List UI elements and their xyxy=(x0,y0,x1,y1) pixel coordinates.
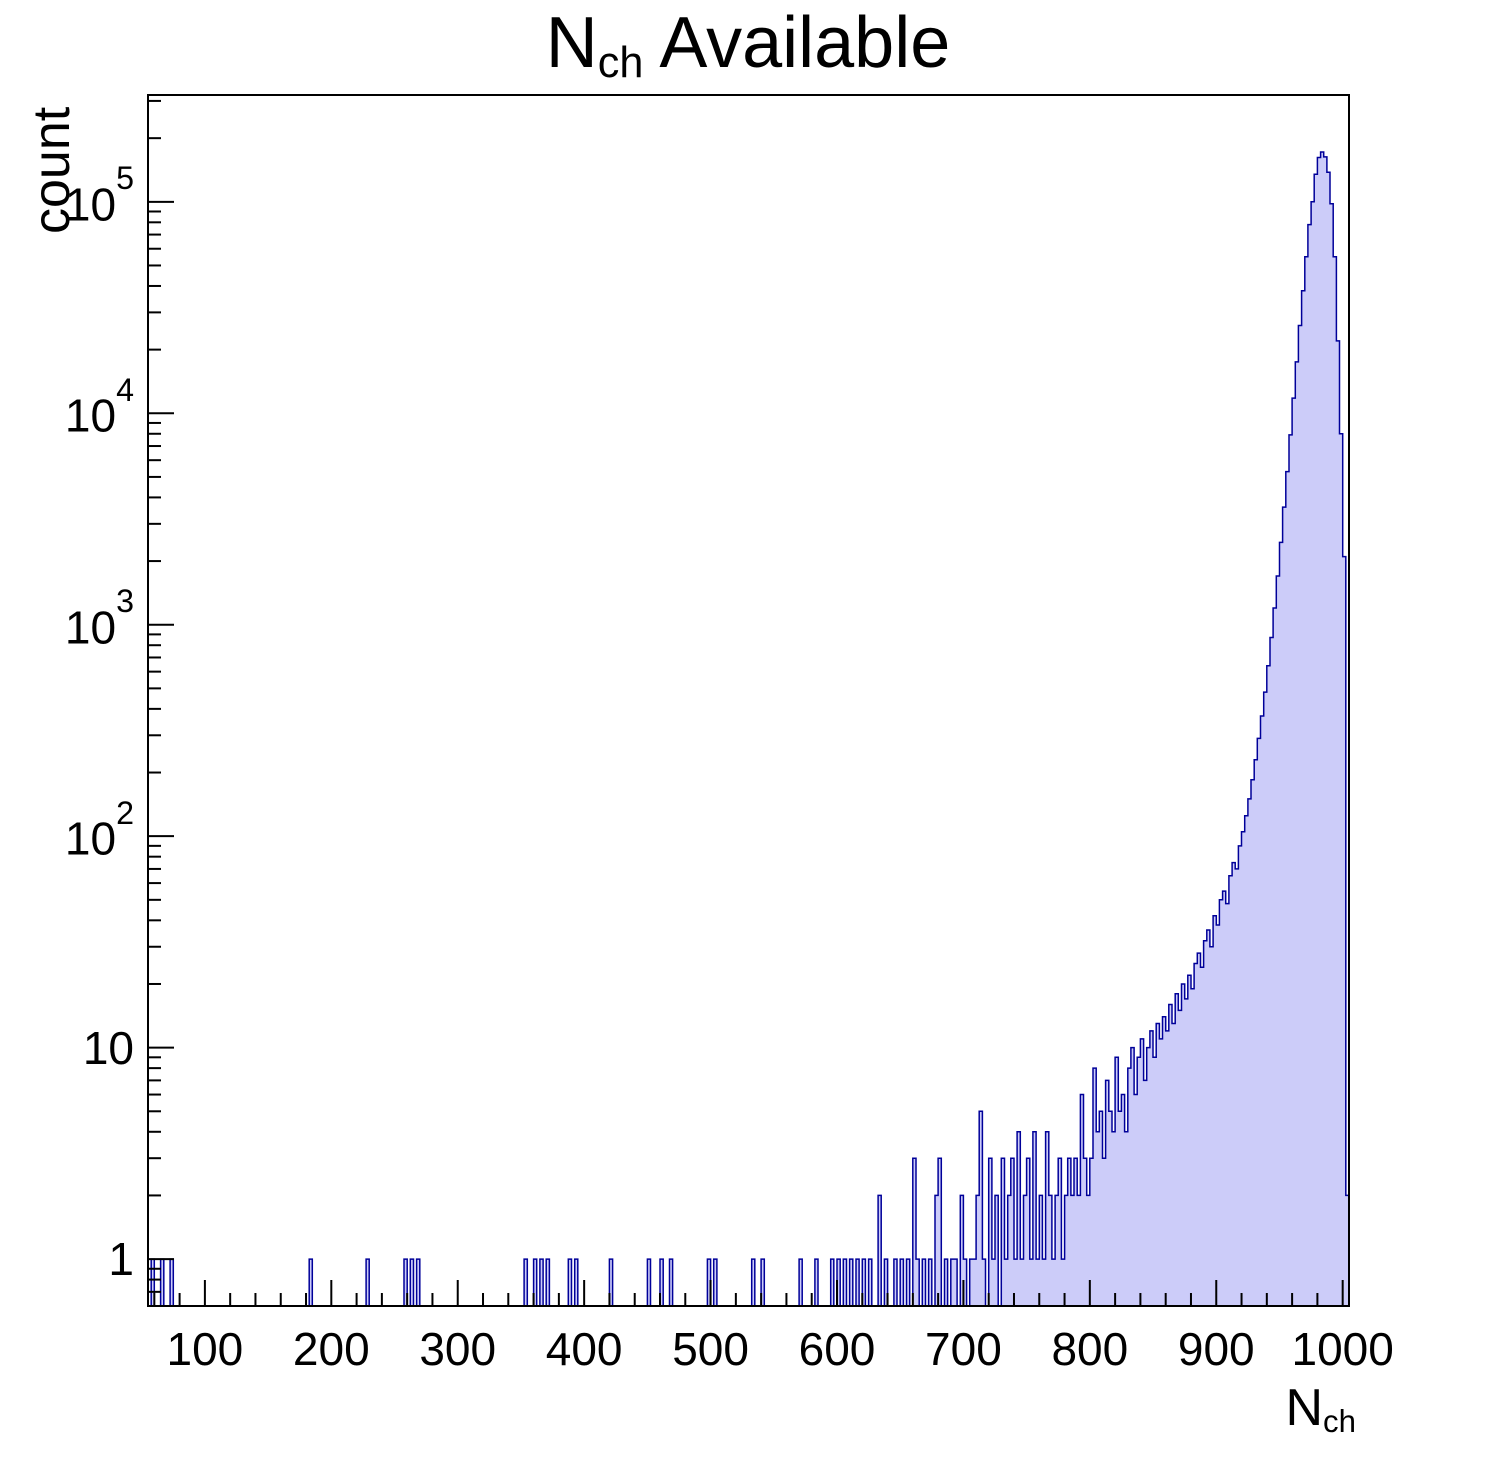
x-axis-label-subscript: ch xyxy=(1323,1403,1356,1439)
chart-title: Nch Available xyxy=(0,2,1496,87)
title-main: N xyxy=(545,3,598,83)
title-rest: Available xyxy=(643,3,951,83)
y-axis-label: count xyxy=(23,106,81,234)
x-axis-label-main: N xyxy=(1285,1379,1324,1437)
x-axis-label: Nch xyxy=(1285,1378,1356,1439)
title-subscript: ch xyxy=(597,38,644,87)
histogram-series xyxy=(148,151,1350,1307)
plot-frame xyxy=(147,94,1350,1307)
